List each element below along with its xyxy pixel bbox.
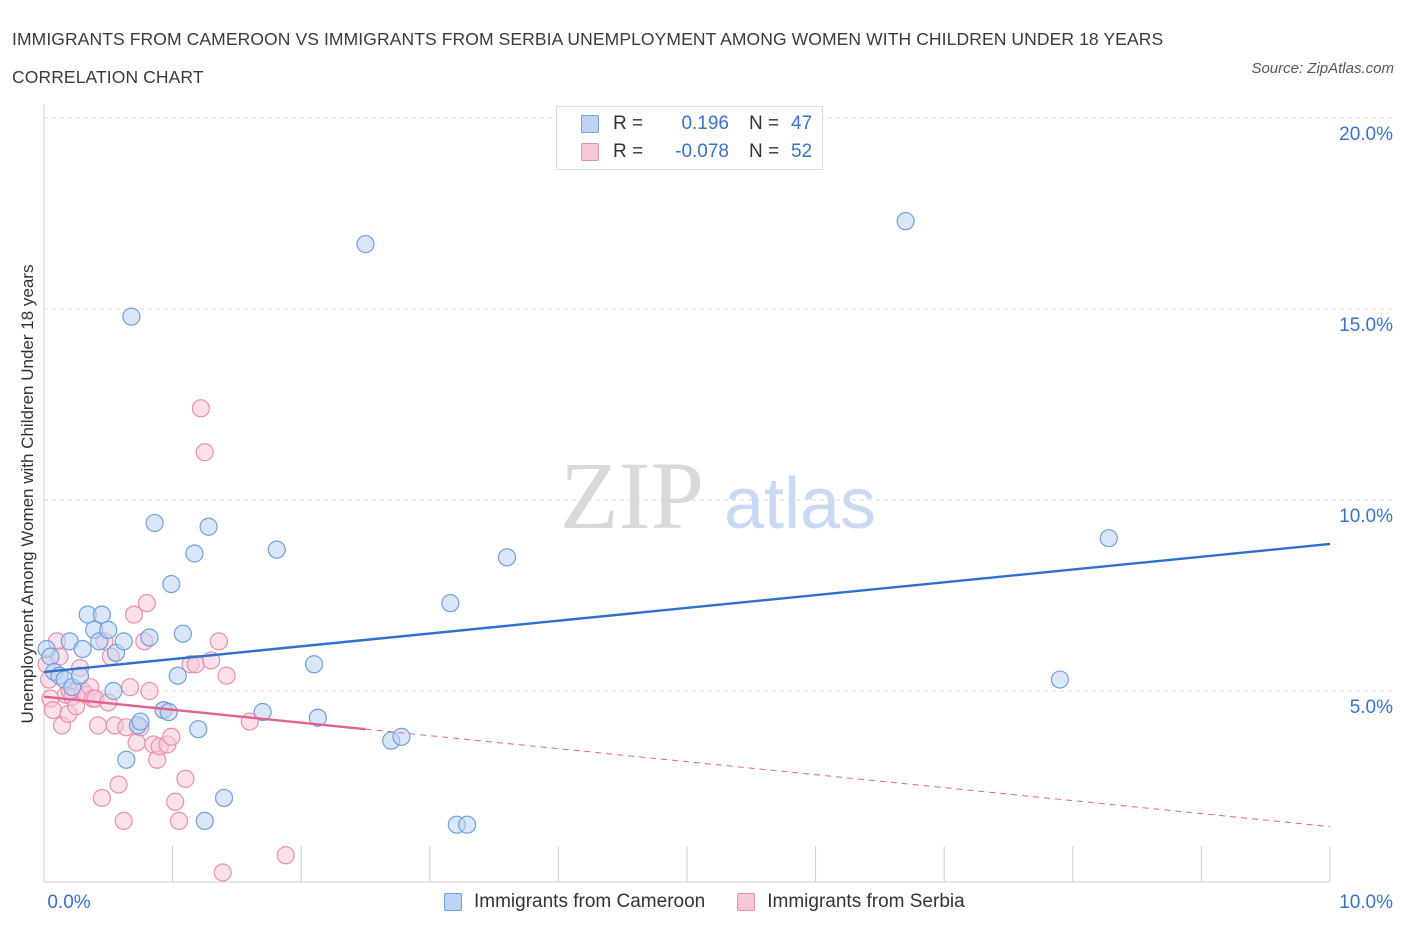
tick-labels: 5.0% 10.0% 15.0% 20.0% 0.0% 10.0%	[47, 124, 1393, 913]
axes	[43, 104, 1331, 883]
data-point-serbia	[140, 681, 159, 701]
data-point-cameroon	[99, 620, 118, 639]
data-point-cameroon	[308, 708, 328, 727]
legend-label-cameroon: Immigrants from Cameroon	[474, 891, 706, 912]
legend-swatch-serbia	[737, 893, 756, 911]
data-point-cameroon	[457, 815, 477, 834]
data-point-serbia	[124, 605, 144, 624]
series-cameroon	[37, 212, 1118, 834]
data-point-cameroon	[73, 639, 92, 659]
data-point-cameroon	[304, 655, 324, 674]
data-point-cameroon	[122, 307, 141, 326]
trend-line-serbia-extension	[365, 728, 1331, 828]
data-point-serbia	[276, 846, 295, 865]
data-point-serbia	[209, 632, 228, 651]
legend-item-serbia: Immigrants from Serbia	[737, 891, 965, 913]
data-point-cameroon	[356, 234, 375, 254]
legend-n-label: N =	[749, 141, 780, 162]
data-point-serbia	[191, 399, 210, 418]
data-point-cameroon	[145, 513, 164, 533]
data-point-serbia	[169, 811, 189, 830]
data-point-cameroon	[253, 702, 272, 722]
data-point-cameroon	[131, 712, 150, 731]
y-tick-label: 10.0%	[1339, 506, 1393, 527]
data-point-serbia	[92, 788, 111, 808]
data-point-cameroon	[185, 544, 204, 563]
trend-line-cameroon	[43, 542, 1331, 674]
data-point-serbia	[67, 697, 86, 716]
data-point-serbia	[217, 666, 236, 685]
data-point-serbia	[88, 716, 108, 735]
data-point-cameroon	[195, 811, 214, 830]
data-point-cameroon	[214, 788, 234, 808]
y-axis-label: Unemployment Among Women with Children U…	[18, 264, 37, 724]
data-point-cameroon	[159, 702, 178, 722]
data-point-cameroon	[162, 574, 181, 594]
data-point-cameroon	[189, 720, 208, 739]
data-point-cameroon	[896, 212, 915, 231]
data-point-cameroon	[199, 517, 218, 536]
data-point-cameroon	[267, 540, 286, 559]
y-tick-label: 15.0%	[1339, 315, 1393, 336]
x-tick-label: 10.0%	[1339, 892, 1393, 913]
data-point-serbia	[137, 594, 156, 613]
legend-r-value-serbia: -0.078	[675, 141, 729, 162]
y-tick-label: 5.0%	[1350, 697, 1393, 718]
data-point-cameroon	[104, 681, 123, 701]
data-point-cameroon	[140, 628, 159, 647]
legend-r-label: R =	[613, 113, 644, 134]
data-point-cameroon	[1050, 670, 1070, 689]
trend-lines	[43, 542, 1331, 828]
data-point-cameroon	[41, 647, 60, 666]
legend-swatch-cameroon	[581, 115, 599, 133]
legend-r-label: R =	[613, 141, 644, 162]
data-point-serbia	[114, 811, 133, 830]
legend-n-label: N =	[749, 113, 780, 134]
data-point-cameroon	[92, 605, 111, 624]
watermark-zip: ZIP	[560, 442, 704, 549]
data-point-serbia	[121, 678, 140, 697]
data-point-serbia	[166, 792, 185, 811]
data-point-serbia	[109, 775, 128, 794]
legend-row-cameroon: R = 0.196 N = 47	[581, 111, 812, 137]
data-point-cameroon	[392, 727, 411, 746]
legend-label-serbia: Immigrants from Serbia	[767, 891, 965, 912]
data-point-serbia	[195, 443, 214, 462]
data-point-cameroon	[497, 548, 517, 567]
y-tick-label: 20.0%	[1339, 124, 1393, 145]
legend-swatch-serbia	[581, 143, 599, 161]
data-point-serbia	[213, 863, 232, 882]
chart-title: IMMIGRANTS FROM CAMEROON VS IMMIGRANTS F…	[12, 29, 1164, 87]
legend-row-serbia: R = -0.078 N = 52	[581, 139, 812, 165]
legend-item-cameroon: Immigrants from Cameroon	[444, 891, 705, 913]
data-point-serbia	[176, 769, 195, 788]
data-point-serbia	[43, 700, 63, 720]
stats-legend: R = 0.196 N = 47 R = -0.078 N = 52	[556, 106, 823, 170]
x-tick-label: 0.0%	[47, 892, 90, 913]
watermark-atlas: atlas	[724, 464, 876, 544]
data-point-cameroon	[1099, 529, 1118, 548]
legend-n-value-cameroon: 47	[791, 113, 813, 134]
data-point-serbia	[127, 733, 146, 752]
data-point-cameroon	[117, 750, 136, 769]
legend-n-value-serbia: 52	[791, 141, 813, 162]
legend-swatch-cameroon	[444, 893, 462, 911]
trend-line-serbia	[43, 695, 366, 731]
watermark: ZIP atlas	[560, 442, 876, 549]
source-label: Source: ZipAtlas.com	[1251, 60, 1394, 77]
legend-r-value-cameroon: 0.196	[681, 113, 729, 134]
data-point-cameroon	[441, 594, 460, 613]
data-point-cameroon	[114, 632, 133, 651]
data-point-cameroon	[173, 624, 192, 643]
data-point-cameroon	[168, 666, 187, 685]
series-legend: Immigrants from Cameroon Immigrants from…	[444, 888, 997, 916]
data-point-serbia	[162, 727, 181, 746]
